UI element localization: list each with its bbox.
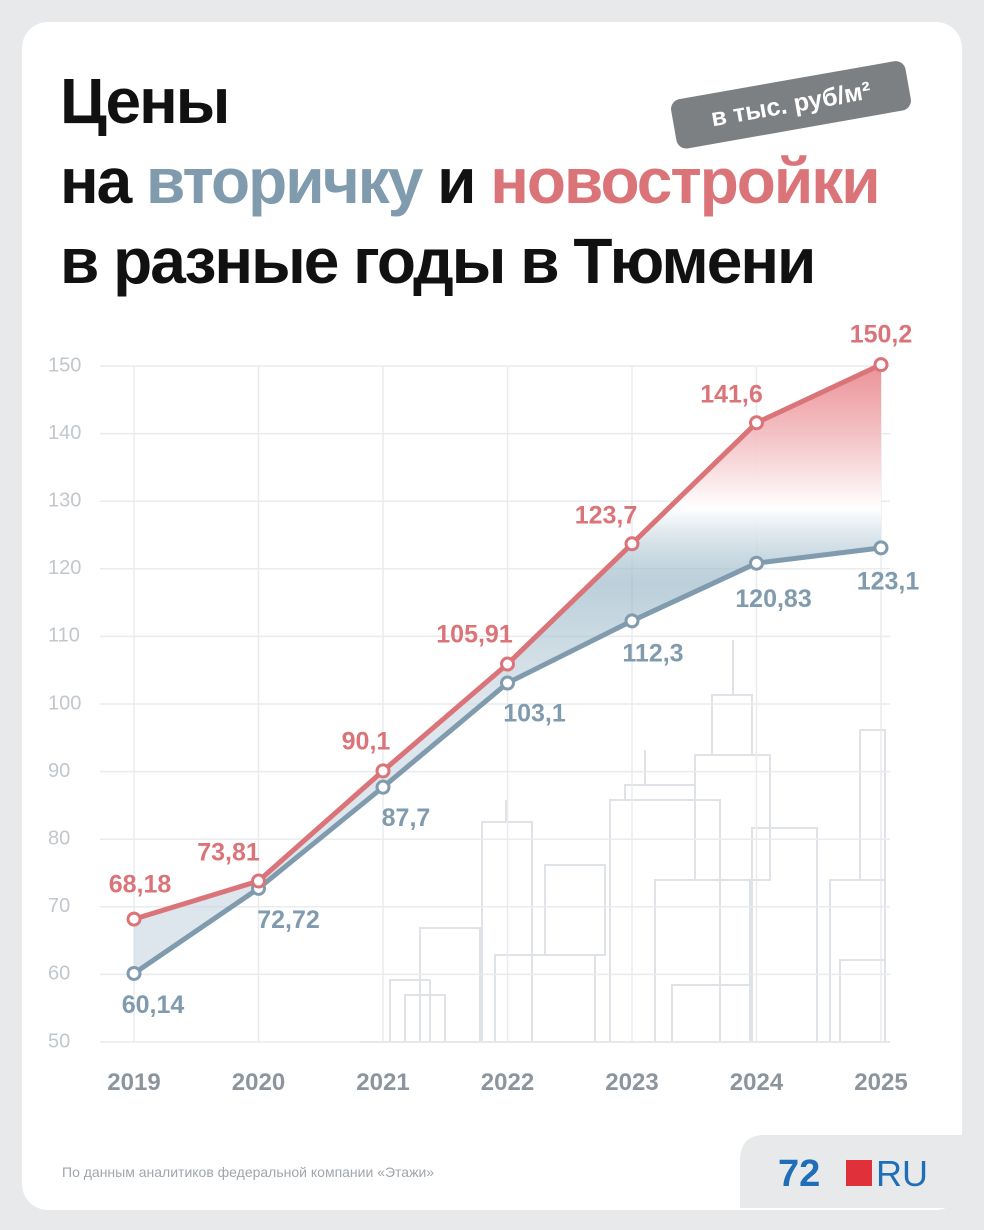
y-tick-label: 60 xyxy=(48,963,70,985)
point xyxy=(624,613,640,629)
plot: 50 60 70 80 90 100 110 120 130 140 150 2019 2020 2021… xyxy=(48,320,919,1096)
value-label: 123,1 xyxy=(857,567,920,595)
value-label: 60,14 xyxy=(122,991,185,1019)
grid: 50 60 70 80 90 100 110 120 130 140 150 2019 2020 2021… xyxy=(48,354,908,1096)
point xyxy=(500,675,515,691)
point xyxy=(749,555,764,571)
title-word: и xyxy=(437,145,474,217)
value-label: 112,3 xyxy=(622,639,683,667)
x-tick-label: 2019 xyxy=(107,1069,160,1096)
title-word: на xyxy=(60,145,133,217)
value-label: 105,91 xyxy=(436,621,513,649)
value-label: 90,1 xyxy=(342,728,391,756)
value-label: 73,81 xyxy=(197,839,260,867)
x-tick-label: 2022 xyxy=(481,1069,534,1096)
y-tick-label: 130 xyxy=(48,489,81,511)
value-label: 68,18 xyxy=(109,871,172,899)
title-line-3: в разные годы в Тюмени xyxy=(60,225,814,297)
y-tick-label: 70 xyxy=(48,895,70,917)
value-label: 141,6 xyxy=(700,380,763,408)
y-tick-label: 120 xyxy=(48,557,81,579)
title-series-word: новостройки xyxy=(490,145,878,217)
point xyxy=(126,965,142,981)
value-label: 150,2 xyxy=(850,320,913,348)
point xyxy=(749,415,764,431)
source-note: По данным аналитиков федеральной компани… xyxy=(62,1164,434,1180)
y-tick-label: 110 xyxy=(48,625,80,647)
point xyxy=(126,911,142,927)
y-tick-label: 90 xyxy=(48,760,70,782)
title-line-1: Цены xyxy=(60,65,228,137)
x-tick-label: 2020 xyxy=(232,1069,285,1096)
logo-square xyxy=(846,1160,872,1186)
card xyxy=(22,22,962,1210)
value-label: 120,83 xyxy=(735,585,811,613)
y-tick-label: 50 xyxy=(48,1030,70,1052)
point xyxy=(500,656,515,672)
value-label: 72,72 xyxy=(257,906,320,934)
point xyxy=(873,540,889,556)
value-label: 103,1 xyxy=(503,700,566,728)
value-label: 87,7 xyxy=(382,804,431,832)
title-series-word: вторичку xyxy=(146,145,424,217)
logo: 72 RU xyxy=(740,1135,962,1208)
point xyxy=(375,763,391,779)
y-tick-label: 80 xyxy=(48,827,70,849)
point xyxy=(251,873,266,889)
y-tick-label: 150 xyxy=(48,354,81,376)
logo-number: 72 xyxy=(778,1153,820,1195)
title-line-2: на вторичку и новостройки xyxy=(60,145,879,217)
point xyxy=(873,357,889,373)
y-tick-label: 140 xyxy=(48,422,81,444)
x-tick-label: 2023 xyxy=(605,1069,658,1096)
logo-domain: RU xyxy=(876,1153,928,1194)
value-label: 123,7 xyxy=(575,501,638,529)
y-tick-label: 100 xyxy=(48,692,81,714)
point xyxy=(624,536,640,552)
badge-bg xyxy=(671,61,911,149)
x-tick-label: 2025 xyxy=(854,1069,907,1096)
x-tick-label: 2021 xyxy=(356,1069,409,1096)
x-tick-label: 2024 xyxy=(730,1069,784,1096)
point xyxy=(375,779,391,795)
